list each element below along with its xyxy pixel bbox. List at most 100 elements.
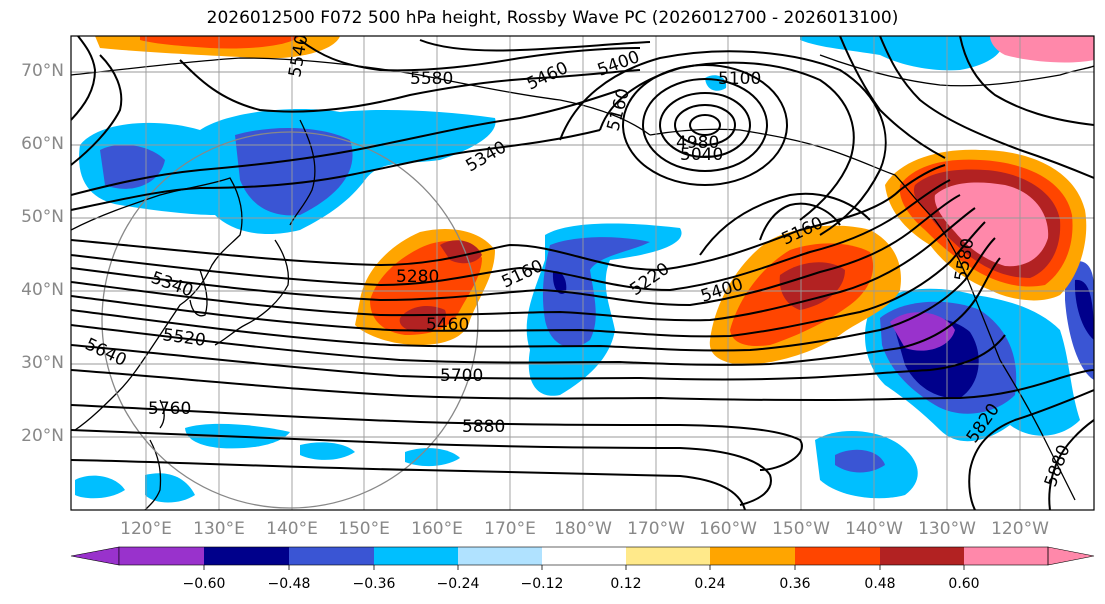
lat-label: 50°N <box>21 207 64 227</box>
contour-line <box>559 50 887 236</box>
coast-north-america <box>934 219 1076 501</box>
colorbar-max-triangle <box>1047 546 1095 566</box>
colorbar-tick-label: 0.12 <box>610 576 642 592</box>
contour-label: 5100 <box>718 69 761 89</box>
lon-label: 170°E <box>484 519 536 539</box>
colorbar-outline <box>118 546 1049 566</box>
colorbar-bin <box>964 547 1048 565</box>
contour-line <box>71 179 951 292</box>
pos-region-top-right <box>990 36 1094 63</box>
neg-region-subtropics-3 <box>405 448 460 467</box>
lon-label: 170°W <box>627 519 685 539</box>
contour-low <box>689 114 721 136</box>
colorbar-tick-label: −0.36 <box>352 576 396 592</box>
contour-low <box>659 92 751 158</box>
colorbar-tick-label: 0.36 <box>779 576 811 592</box>
contour-line <box>71 369 1094 402</box>
contour-line <box>71 164 946 272</box>
contour-line <box>759 202 841 241</box>
neg-region-west-us-violet <box>890 312 955 351</box>
contour-label: 5460 <box>426 315 469 335</box>
colorbar-tick-label: 0.48 <box>864 576 896 592</box>
contour-line <box>419 39 651 52</box>
contour-line <box>699 192 871 256</box>
coast-alaska <box>649 128 936 221</box>
neg-region-polar <box>800 36 1003 71</box>
coast-taiwan <box>159 399 165 429</box>
colorbar-bin <box>374 547 458 565</box>
lon-label: 160°W <box>699 519 757 539</box>
colorbar-tick-label: −0.12 <box>520 576 564 592</box>
colorbar-bin <box>458 547 542 565</box>
contour-label: 5700 <box>440 366 483 386</box>
colorbar-bin <box>289 547 374 565</box>
pos-region-kuroshio-core <box>399 306 446 332</box>
colorbar-bin <box>204 547 289 565</box>
contour-line <box>71 207 976 322</box>
contour-line <box>179 59 641 113</box>
shaded-field <box>75 36 1094 503</box>
map-frame <box>70 35 1095 511</box>
lon-label: 150°W <box>772 519 830 539</box>
coast-asia <box>71 177 243 431</box>
colorbar-tick-label: −0.48 <box>267 576 311 592</box>
colorbar <box>70 546 1095 570</box>
contour-line <box>959 36 1094 126</box>
neg-region-japan-north <box>235 128 353 216</box>
lat-label: 30°N <box>21 353 64 373</box>
contour-line <box>599 61 855 221</box>
contour-label: 5760 <box>148 399 191 419</box>
lon-label: 130°E <box>193 519 245 539</box>
lat-label: 70°N <box>21 61 64 81</box>
neg-region-hawaii-mid <box>835 449 885 473</box>
contour-line <box>968 389 1094 510</box>
colorbar-bin <box>119 547 204 565</box>
contour-line <box>879 36 1094 179</box>
colorbar-tick-label: −0.24 <box>436 576 480 592</box>
lon-label: 140°E <box>266 519 318 539</box>
lat-label: 60°N <box>21 134 64 154</box>
contour-label: 4980 <box>676 133 719 153</box>
contour-label: 5880 <box>462 417 505 437</box>
colorbar-bin <box>542 547 626 565</box>
neg-region-east-edge-core <box>1074 279 1094 340</box>
contour-label: 5280 <box>396 267 439 287</box>
neg-region-subtropics-2 <box>300 442 355 460</box>
contour-line <box>71 334 1006 381</box>
coast-philippines <box>144 439 162 510</box>
lon-label: 120°E <box>120 519 172 539</box>
contour-line <box>839 36 946 159</box>
height-contours <box>71 36 1094 510</box>
colorbar-tick-label: −0.60 <box>182 576 226 592</box>
contour-label: 5580 <box>410 69 453 89</box>
contour-low <box>642 78 768 172</box>
contour-line <box>71 221 986 338</box>
pos-region-gulf-alaska-core <box>779 262 845 310</box>
colorbar-bin <box>626 547 710 565</box>
coast-kamchatka <box>289 119 316 226</box>
lon-label: 130°W <box>918 519 976 539</box>
contour-low <box>674 104 736 146</box>
lon-label: 180°W <box>554 519 612 539</box>
lon-label: 140°W <box>845 519 903 539</box>
neg-region-central-pacific-mid <box>542 237 650 348</box>
contour-line <box>71 404 803 471</box>
contour-line <box>71 429 772 506</box>
contour-line <box>71 89 621 196</box>
contour-line <box>299 39 641 72</box>
contour-label: 5040 <box>680 145 723 165</box>
lon-label: 150°E <box>338 519 390 539</box>
contour-line <box>71 36 97 121</box>
pos-region-top-left-mid <box>140 36 300 49</box>
chart-title: 2026012500 F072 500 hPa height, Rossby W… <box>206 8 899 28</box>
colorbar-tick-label: 0.24 <box>694 576 726 592</box>
lon-label: 160°E <box>411 519 463 539</box>
colorbar-bin <box>795 547 880 565</box>
map-panel: 5580 5460 5400 5100 5160 4980 5040 5340 … <box>71 36 1094 510</box>
coast-korea <box>189 269 208 317</box>
neg-region-subtropics-4 <box>75 475 125 499</box>
contour-line <box>71 194 961 307</box>
colorbar-bin <box>710 547 795 565</box>
colorbar-tick-label: 0.60 <box>948 576 980 592</box>
